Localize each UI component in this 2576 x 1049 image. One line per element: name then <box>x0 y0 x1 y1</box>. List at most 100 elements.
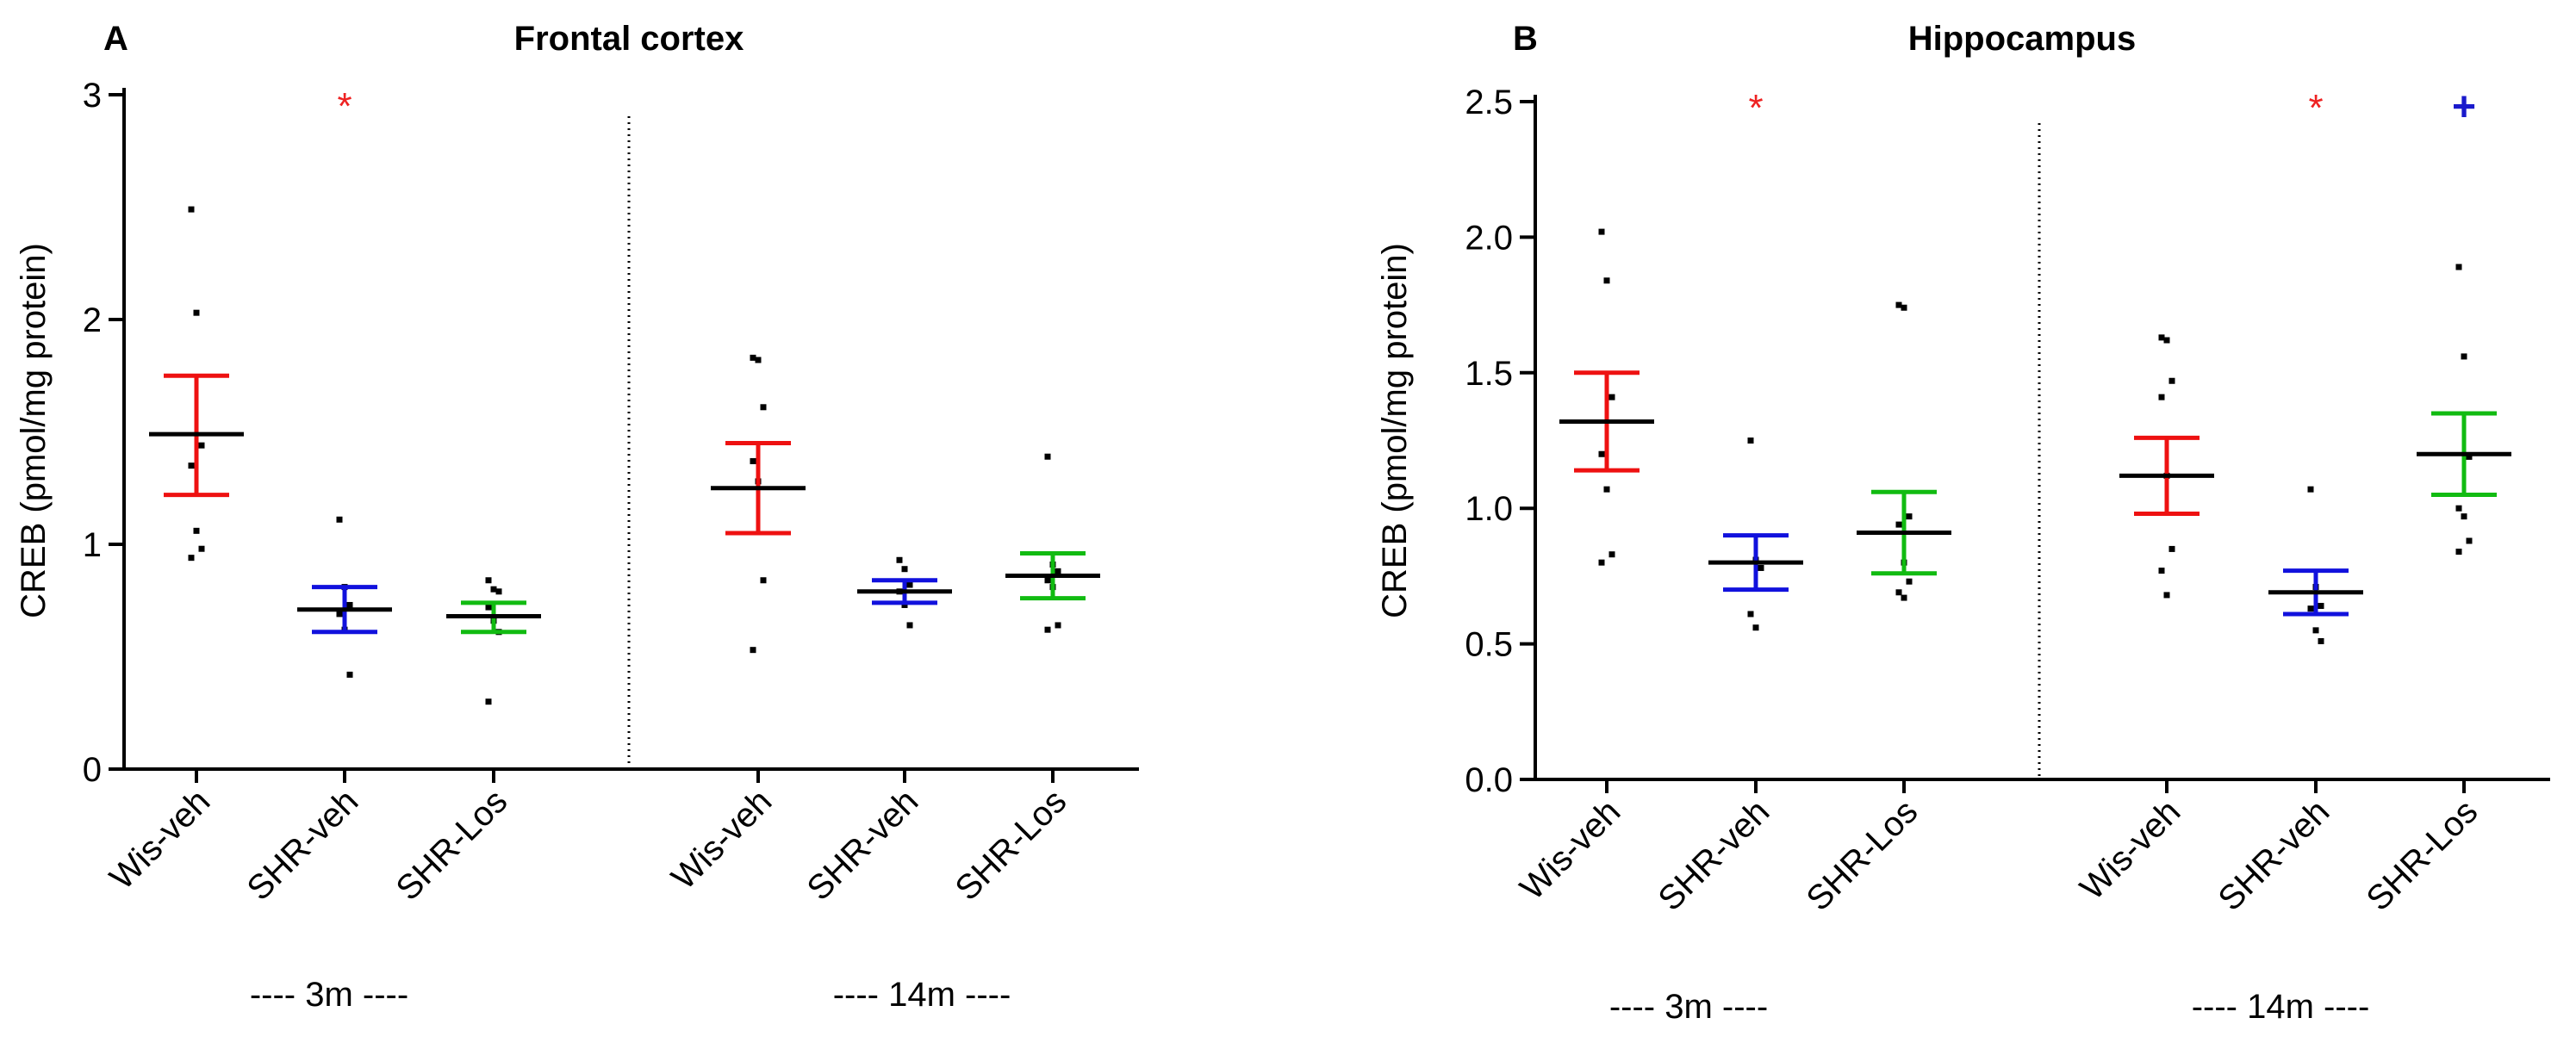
data-point <box>1752 624 1759 631</box>
y-tick-label: 0.5 <box>1465 626 1513 664</box>
data-point <box>1747 438 1754 444</box>
x-category-label: SHR-veh <box>240 782 366 908</box>
data-point <box>1758 564 1764 571</box>
data-point <box>346 671 353 678</box>
x-category-label: SHR-Los <box>2360 792 2486 918</box>
data-point <box>2461 513 2467 520</box>
data-point <box>2455 505 2462 512</box>
data-point <box>1603 486 1610 493</box>
data-point <box>1608 394 1615 400</box>
data-point <box>906 622 913 629</box>
data-point <box>485 577 492 584</box>
data-point <box>1901 304 1907 311</box>
data-point <box>1044 453 1051 460</box>
data-point <box>1747 611 1754 618</box>
y-tick-label: 1.5 <box>1465 355 1513 393</box>
data-point <box>1901 594 1907 601</box>
data-point <box>2461 353 2467 360</box>
data-point <box>755 357 762 363</box>
data-point <box>495 588 502 595</box>
age-group-label: ---- 14m ---- <box>2192 988 2370 1026</box>
data-point <box>1603 277 1610 284</box>
significance-star-marker: * <box>337 85 352 127</box>
data-point <box>1895 589 1902 596</box>
data-point <box>1055 568 1061 574</box>
data-point <box>485 604 492 611</box>
data-point <box>760 577 767 584</box>
data-point <box>2163 592 2170 599</box>
data-point <box>188 555 195 562</box>
significance-plus-marker: + <box>2452 84 2476 130</box>
y-tick-label: 2.5 <box>1465 84 1513 121</box>
data-point <box>901 566 908 573</box>
age-group-label: ---- 3m ---- <box>250 976 408 1014</box>
x-category-label: Wis-veh <box>2073 792 2187 907</box>
significance-star-marker: * <box>1748 87 1763 129</box>
data-point <box>198 545 205 552</box>
x-category-label: Wis-veh <box>1513 792 1627 907</box>
y-tick-label: 0.0 <box>1465 761 1513 799</box>
x-category-label: SHR-veh <box>800 782 926 908</box>
panel-letter: A <box>103 20 128 58</box>
age-group-label: ---- 14m ---- <box>833 976 1011 1014</box>
x-category-label: SHR-Los <box>389 782 515 908</box>
data-point <box>1608 551 1615 558</box>
data-point <box>2307 605 2314 612</box>
data-point <box>896 556 903 563</box>
y-tick-label: 1 <box>83 526 102 564</box>
x-category-label: SHR-veh <box>1652 792 1777 918</box>
data-point <box>2168 377 2175 384</box>
y-tick-label: 2 <box>83 301 102 339</box>
data-point <box>188 462 195 469</box>
panel-letter: B <box>1513 20 1538 58</box>
data-point <box>1598 450 1605 457</box>
data-point <box>193 309 200 316</box>
data-point <box>1598 228 1605 235</box>
data-point <box>2168 545 2175 552</box>
y-tick-label: 3 <box>83 77 102 115</box>
x-category-label: Wis-veh <box>664 782 779 897</box>
panel-title: Frontal cortex <box>514 20 744 58</box>
x-category-label: SHR-Los <box>949 782 1074 908</box>
data-point <box>901 601 908 608</box>
y-tick-label: 2.0 <box>1465 219 1513 257</box>
data-point <box>198 442 205 449</box>
data-point <box>336 611 343 618</box>
panel-b-hippocampus: B Hippocampus CREB (pmol/mg protein) 0.0 0.5… <box>1376 20 2550 1026</box>
data-point <box>485 698 492 705</box>
data-point <box>1895 521 1902 528</box>
data-point <box>2307 486 2314 493</box>
data-point <box>1906 513 1913 520</box>
data-point <box>2466 453 2473 460</box>
data-point <box>2158 568 2165 574</box>
data-point <box>760 404 767 411</box>
y-axis-label: CREB (pmol/mg protein) <box>15 243 53 618</box>
data-point <box>193 527 200 534</box>
data-point <box>1044 577 1051 584</box>
y-tick-label: 0 <box>83 751 102 789</box>
data-point <box>2318 603 2324 610</box>
y-tick-label: 1.0 <box>1465 490 1513 528</box>
data-point <box>750 647 756 654</box>
data-point <box>2158 394 2165 400</box>
data-point <box>750 457 756 464</box>
data-point <box>2312 627 2319 634</box>
data-point <box>1055 622 1061 629</box>
x-category-label: SHR-Los <box>1800 792 1926 918</box>
data-point <box>1895 301 1902 308</box>
panel-a-frontal-cortex: A Frontal cortex CREB (pmol/mg protein) 0 1 2… <box>15 20 1139 1014</box>
data-point <box>490 586 497 593</box>
data-point <box>1906 578 1913 585</box>
data-point <box>2318 637 2324 644</box>
panel-title: Hippocampus <box>1908 20 2136 58</box>
data-point <box>2455 264 2462 270</box>
data-point <box>1598 559 1605 566</box>
data-point <box>346 601 353 608</box>
age-group-label: ---- 3m ---- <box>1609 988 1768 1026</box>
data-point <box>906 581 913 588</box>
data-point <box>188 206 195 213</box>
data-point <box>336 516 343 523</box>
data-point <box>2163 337 2170 344</box>
